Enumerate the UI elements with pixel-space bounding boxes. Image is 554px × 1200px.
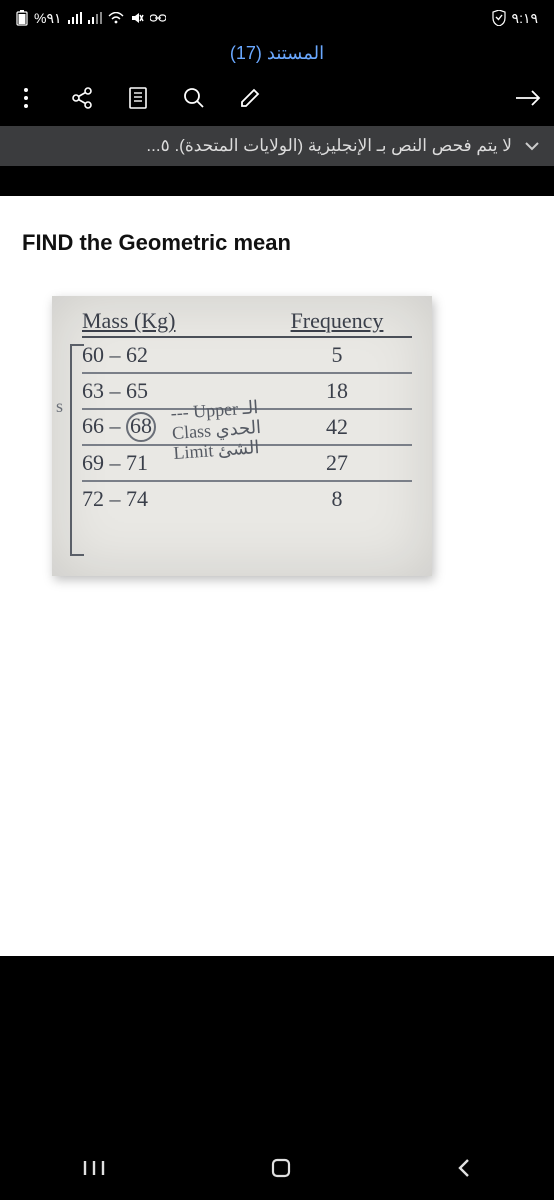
mute-icon [130,11,144,25]
clock-text: ٩:١٩ [512,10,538,27]
document-title: المستند (17) [0,36,554,70]
document-view-button[interactable] [124,84,152,112]
handwritten-table-photo: s Mass (Kg) Frequency 60 – 62 5 63 – 65 … [52,296,432,576]
wifi-icon [108,12,124,24]
nav-back-button[interactable] [456,1157,472,1179]
cell-freq: 27 [262,450,412,476]
cell-freq: 5 [262,342,412,368]
notice-text: لا يتم فحص النص بـ الإنجليزية (الولايات … [14,136,512,156]
signal-icon-2 [88,12,102,24]
side-mark: s [56,396,63,417]
android-nav-bar [0,1136,554,1200]
status-left: %٩١ [16,10,166,27]
status-right: ٩:١٩ [492,10,538,27]
cell-mass: 60 – 62 [82,342,262,368]
back-button[interactable] [514,84,542,112]
shield-check-icon [492,10,506,26]
document-content: FIND the Geometric mean s Mass (Kg) Freq… [0,196,554,956]
link-icon [150,13,166,23]
home-button[interactable] [270,1157,292,1179]
table-row: 60 – 62 5 [82,338,412,374]
search-button[interactable] [180,84,208,112]
status-bar: %٩١ ٩:١٩ [0,0,554,36]
question-title: FIND the Geometric mean [22,230,532,256]
recents-button[interactable] [82,1158,106,1178]
more-button[interactable] [12,84,40,112]
toolbar [0,70,554,126]
cell-mass: 72 – 74 [82,486,262,512]
table-header: Mass (Kg) Frequency [82,308,412,338]
share-button[interactable] [68,84,96,112]
battery-icon [16,10,28,26]
chevron-down-icon [524,141,540,151]
upper-class-limit-annotation: --- Upper الـ Class الحدي Limit الشئ [170,398,263,463]
circled-value: 68 [126,412,156,442]
col-mass-header: Mass (Kg) [82,308,262,334]
cell-freq: 18 [262,378,412,404]
table-row: 72 – 74 8 [82,482,412,516]
cell-freq: 8 [262,486,412,512]
col-frequency-header: Frequency [262,308,412,334]
battery-text: %٩١ [34,10,62,27]
edit-button[interactable] [236,84,264,112]
cell-freq: 42 [262,414,412,440]
spellcheck-notice[interactable]: لا يتم فحص النص بـ الإنجليزية (الولايات … [0,126,554,166]
signal-icon [68,12,82,24]
